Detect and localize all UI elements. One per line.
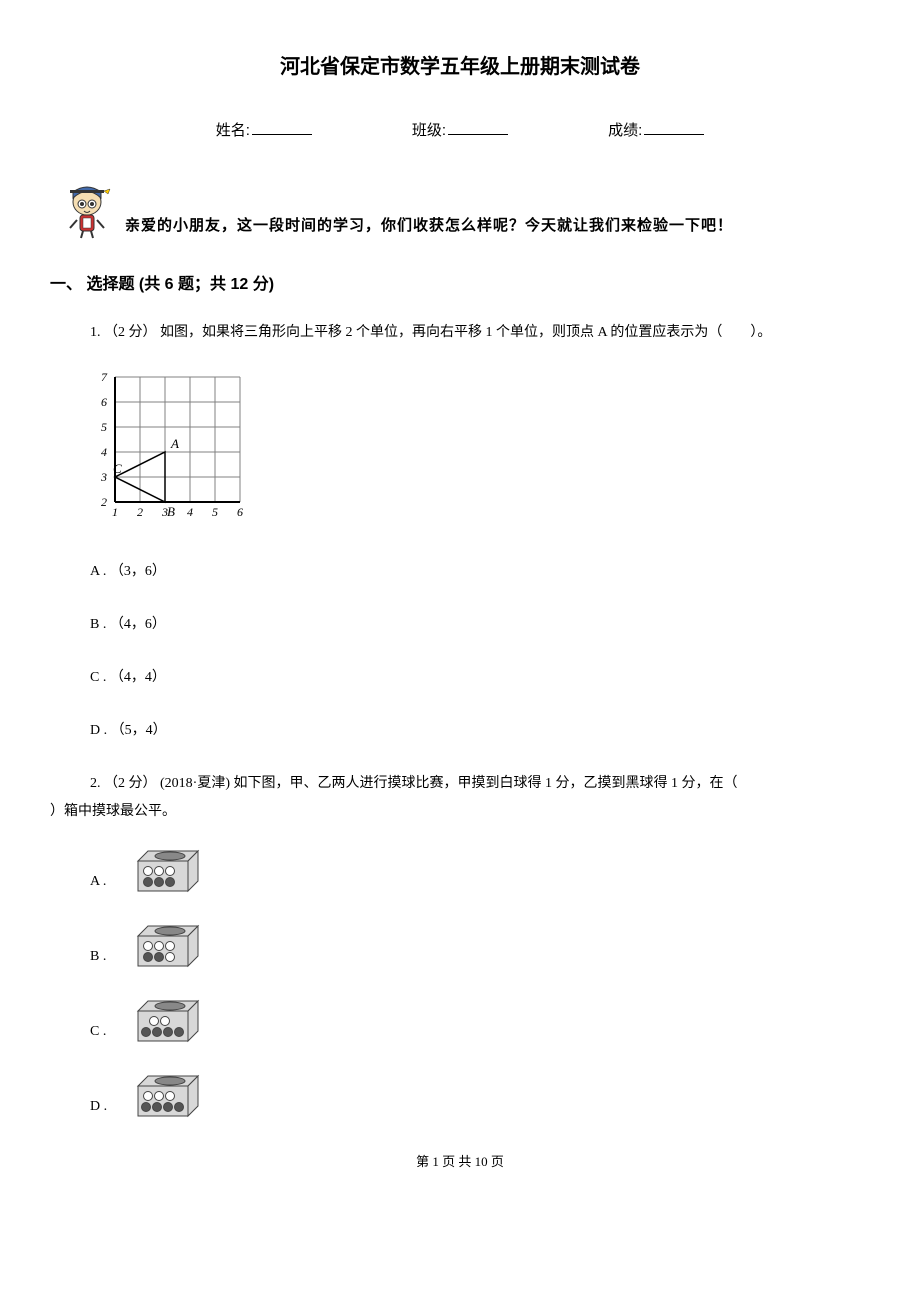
score-field: 成绩: bbox=[608, 119, 704, 140]
q2-box-a bbox=[128, 846, 203, 896]
q2-text-line1: 2. （2 分） (2018·夏津) 如下图，甲、乙两人进行摸球比赛，甲摸到白球… bbox=[90, 776, 765, 791]
svg-text:2: 2 bbox=[137, 505, 143, 519]
q2-option-c-label: C . bbox=[90, 1018, 120, 1046]
q1-option-a[interactable]: A . （3，6） bbox=[90, 558, 870, 586]
page-footer: 第 1 页 共 10 页 bbox=[50, 1151, 870, 1170]
class-field: 班级: bbox=[412, 119, 508, 140]
name-blank[interactable] bbox=[252, 134, 312, 135]
question-1: 1. （2 分） 如图，如果将三角形向上平移 2 个单位，再向右平移 1 个单位… bbox=[50, 319, 870, 745]
q1-option-d[interactable]: D . （5，4） bbox=[90, 717, 870, 745]
greeting-text: 亲爱的小朋友，这一段时间的学习，你们收获怎么样呢？今天就让我们来检验一下吧！ bbox=[125, 214, 733, 240]
q1-text: 1. （2 分） 如图，如果将三角形向上平移 2 个单位，再向右平移 1 个单位… bbox=[90, 319, 870, 347]
svg-text:A: A bbox=[170, 436, 179, 451]
q2-option-a-label: A . bbox=[90, 868, 120, 896]
exam-title: 河北省保定市数学五年级上册期末测试卷 bbox=[50, 50, 870, 79]
svg-text:5: 5 bbox=[212, 505, 218, 519]
q2-text: 2. （2 分） (2018·夏津) 如下图，甲、乙两人进行摸球比赛，甲摸到白球… bbox=[90, 770, 870, 826]
class-blank[interactable] bbox=[448, 134, 508, 135]
class-label: 班级: bbox=[412, 119, 446, 140]
mascot-icon bbox=[60, 180, 115, 240]
svg-text:C: C bbox=[113, 461, 122, 476]
q2-option-b[interactable]: B . bbox=[90, 921, 870, 971]
score-label: 成绩: bbox=[608, 119, 642, 140]
q2-option-b-label: B . bbox=[90, 943, 120, 971]
svg-text:6: 6 bbox=[237, 505, 243, 519]
q2-option-d[interactable]: D . bbox=[90, 1071, 870, 1121]
svg-text:5: 5 bbox=[101, 420, 107, 434]
q2-option-d-label: D . bbox=[90, 1093, 120, 1121]
question-2: 2. （2 分） (2018·夏津) 如下图，甲、乙两人进行摸球比赛，甲摸到白球… bbox=[50, 770, 870, 1121]
q2-box-d bbox=[128, 1071, 203, 1121]
q2-options: A . B . C . D . bbox=[90, 846, 870, 1121]
student-info-row: 姓名: 班级: 成绩: bbox=[50, 119, 870, 140]
svg-text:B: B bbox=[167, 504, 175, 519]
name-field: 姓名: bbox=[216, 119, 312, 140]
svg-text:4: 4 bbox=[187, 505, 193, 519]
q2-option-c[interactable]: C . bbox=[90, 996, 870, 1046]
name-label: 姓名: bbox=[216, 119, 250, 140]
score-blank[interactable] bbox=[644, 134, 704, 135]
svg-text:6: 6 bbox=[101, 395, 107, 409]
q1-options: A . （3，6） B . （4，6） C . （4，4） D . （5，4） bbox=[90, 558, 870, 745]
svg-text:7: 7 bbox=[101, 370, 108, 384]
q2-box-b bbox=[128, 921, 203, 971]
svg-text:3: 3 bbox=[100, 470, 107, 484]
section-1-header: 一、 选择题 (共 6 题；共 12 分) bbox=[50, 270, 870, 294]
q1-option-c[interactable]: C . （4，4） bbox=[90, 664, 870, 692]
q1-option-b[interactable]: B . （4，6） bbox=[90, 611, 870, 639]
svg-text:4: 4 bbox=[101, 445, 107, 459]
greeting-row: 亲爱的小朋友，这一段时间的学习，你们收获怎么样呢？今天就让我们来检验一下吧！ bbox=[50, 180, 870, 240]
q1-figure: 123456234567ABC bbox=[90, 367, 870, 533]
q2-option-a[interactable]: A . bbox=[90, 846, 870, 896]
q2-box-c bbox=[128, 996, 203, 1046]
svg-text:2: 2 bbox=[101, 495, 107, 509]
svg-text:1: 1 bbox=[112, 505, 118, 519]
q2-text-line2: ）箱中摸球最公平。 bbox=[50, 804, 176, 819]
